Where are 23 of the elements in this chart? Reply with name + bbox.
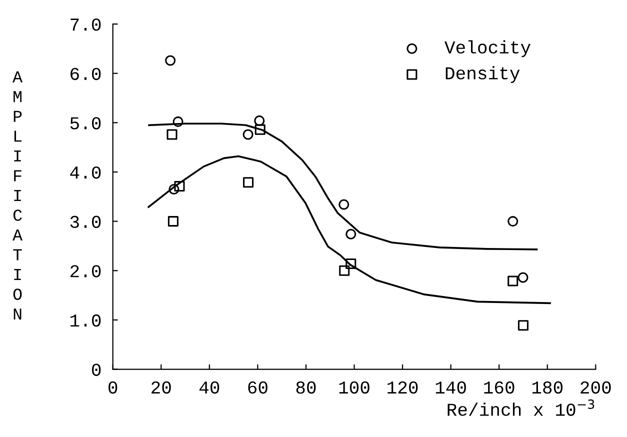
x-tick-label: 0	[108, 381, 118, 394]
x-tick-label: 160	[484, 381, 514, 394]
text: AMPLIFICATION	[12, 71, 23, 320]
x-tick-label: 40	[199, 381, 220, 394]
x-tick-label: 200	[580, 381, 611, 394]
y-tick-label: 0	[92, 364, 101, 376]
x-tick-label: 140	[436, 381, 466, 394]
y-tick-label: 7.0	[70, 18, 101, 31]
x-tick-label: 100	[339, 381, 370, 394]
x-tick-label: 80	[296, 381, 316, 394]
x-tick-label: 120	[388, 381, 418, 394]
y-tick-label: 5.0	[70, 117, 101, 130]
y-tick-label: 6.0	[70, 68, 101, 80]
y-tick-label: 2.0	[70, 265, 101, 278]
x-tick-label: 180	[532, 381, 563, 394]
legend-label: Velocity	[444, 40, 531, 58]
legend-label: Density	[446, 66, 520, 83]
y-tick-label: 1.0	[70, 314, 101, 327]
y-tick-label: 4.0	[70, 166, 101, 179]
y-tick-label: 3.0	[70, 216, 101, 228]
x-tick-label: 20	[152, 381, 171, 394]
x-tick-label: 60	[248, 381, 268, 394]
x-axis-title: Re/inch x 10$^{−3}$	[448, 399, 594, 416]
